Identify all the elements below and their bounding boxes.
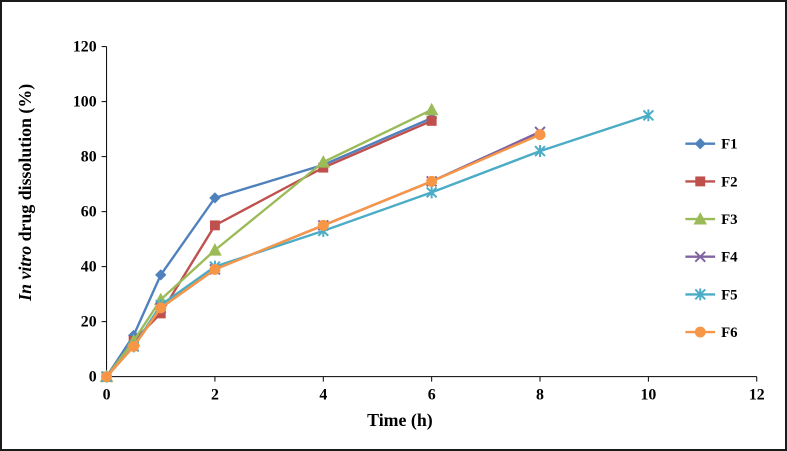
x-tick-label: 2 bbox=[211, 386, 219, 403]
y-axis-title: In vitro drug dissolution (%) bbox=[15, 84, 36, 302]
marker-asterisk bbox=[426, 186, 438, 199]
x-axis-title: Time (h) bbox=[367, 410, 433, 431]
legend-label-F5: F5 bbox=[721, 287, 738, 303]
marker-square bbox=[695, 176, 706, 187]
x-tick-label: 12 bbox=[749, 386, 765, 403]
marker-diamond bbox=[155, 269, 167, 281]
y-tick-label: 0 bbox=[89, 369, 97, 386]
legend-label-F3: F3 bbox=[721, 212, 738, 228]
y-tick-label: 20 bbox=[81, 314, 97, 331]
marker-circle bbox=[317, 219, 329, 231]
y-tick-label: 100 bbox=[73, 94, 97, 111]
marker-circle bbox=[155, 302, 167, 314]
legend-label-F1: F1 bbox=[721, 137, 738, 153]
x-tick-label: 10 bbox=[640, 386, 656, 403]
marker-diamond bbox=[209, 192, 221, 204]
y-tick-label: 80 bbox=[81, 149, 97, 166]
series-line-F5 bbox=[105, 114, 650, 378]
marker-circle bbox=[694, 326, 706, 338]
marker-diamond bbox=[694, 138, 706, 150]
marker-square bbox=[426, 115, 437, 126]
marker-asterisk bbox=[694, 288, 706, 301]
legend-label-F4: F4 bbox=[721, 250, 738, 266]
y-tick-label: 40 bbox=[81, 259, 97, 276]
marker-circle bbox=[101, 371, 113, 383]
marker-circle bbox=[209, 263, 221, 275]
x-tick-label: 0 bbox=[103, 386, 111, 403]
marker-triangle bbox=[208, 243, 222, 256]
marker-circle bbox=[128, 340, 140, 352]
x-tick-label: 6 bbox=[428, 386, 436, 403]
marker-asterisk bbox=[534, 145, 546, 158]
marker-circle bbox=[534, 129, 546, 141]
y-tick-label: 120 bbox=[73, 39, 97, 56]
marker-triangle bbox=[424, 102, 439, 116]
marker-asterisk bbox=[642, 109, 655, 122]
y-tick-label: 60 bbox=[81, 204, 97, 221]
x-tick-label: 8 bbox=[536, 386, 544, 403]
marker-triangle bbox=[693, 212, 708, 225]
x-tick-label: 4 bbox=[319, 386, 327, 403]
legend-label-F2: F2 bbox=[721, 174, 738, 190]
marker-triangle bbox=[316, 155, 331, 168]
marker-x bbox=[694, 251, 706, 263]
marker-circle bbox=[426, 175, 438, 187]
series-line-F3 bbox=[105, 108, 433, 378]
marker-square bbox=[209, 220, 220, 231]
legend-label-F6: F6 bbox=[721, 325, 738, 341]
